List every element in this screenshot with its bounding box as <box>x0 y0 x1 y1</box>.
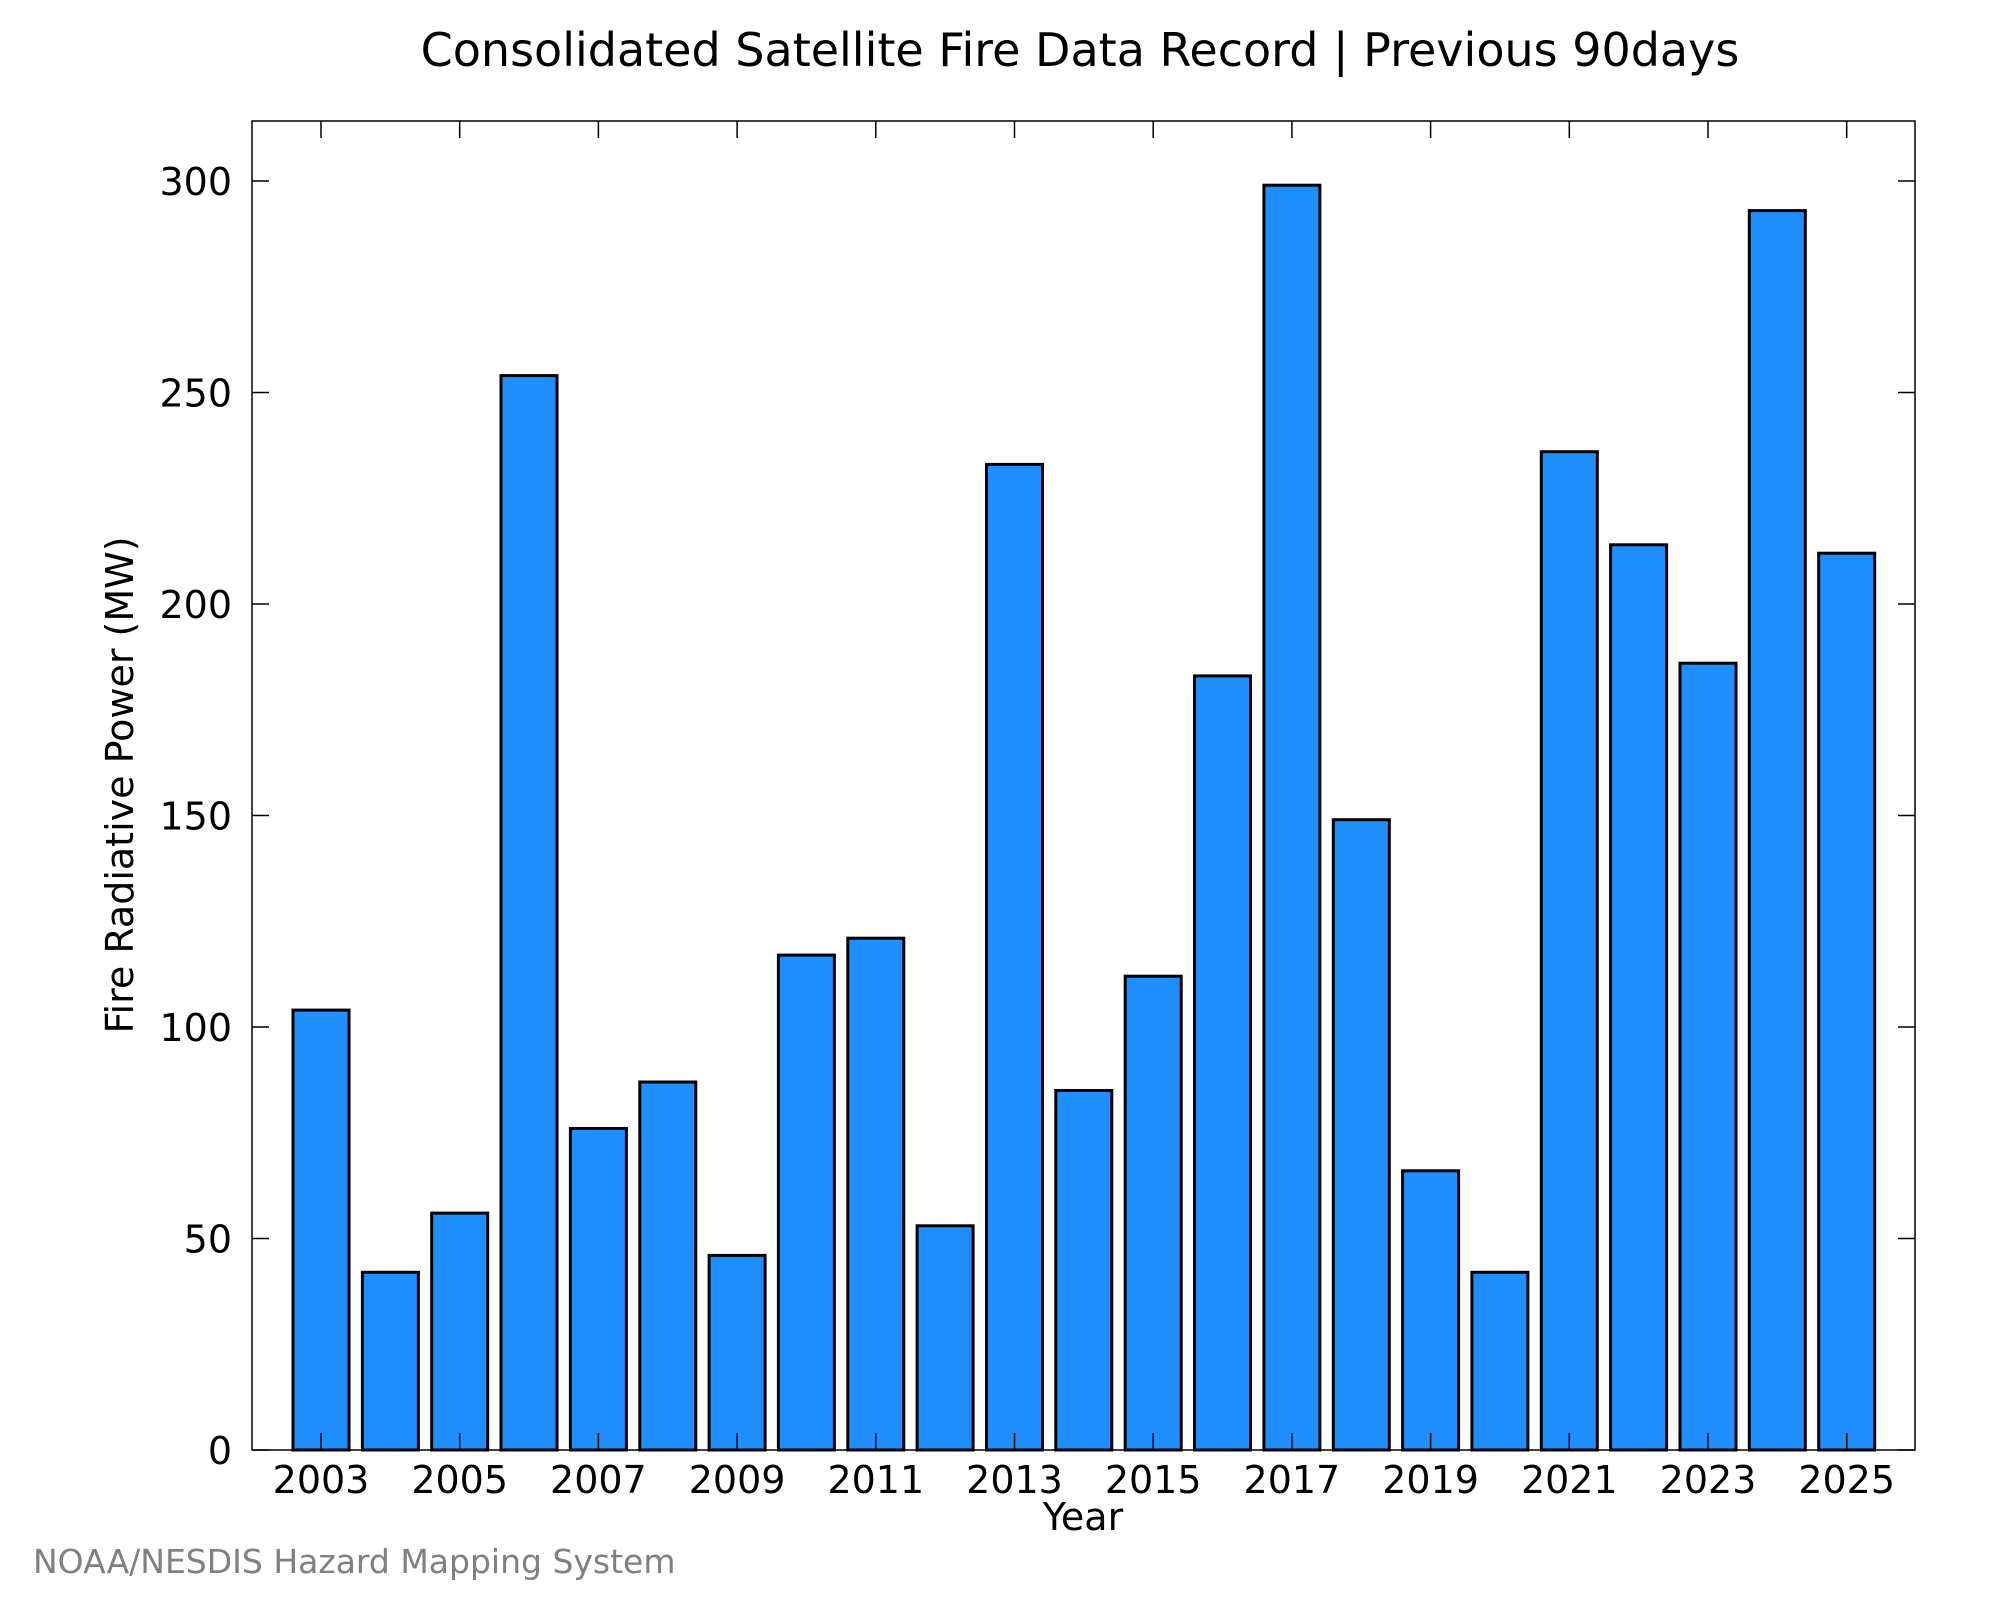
bar-2011 <box>846 936 906 1452</box>
bar-2021 <box>1539 450 1599 1452</box>
bar-2003 <box>291 1008 351 1452</box>
x-tick-label-2025: 2025 <box>1798 1458 1895 1502</box>
credit-text: NOAA/NESDIS Hazard Mapping System <box>33 1542 676 1581</box>
x-tick-label-2011: 2011 <box>827 1458 924 1502</box>
y-tick-label-150: 150 <box>159 795 232 839</box>
x-tick-label-2005: 2005 <box>411 1458 508 1502</box>
bar-2018 <box>1331 818 1391 1452</box>
plot-frame <box>251 120 1916 1451</box>
y-tick-labels: 0 50 100 150 200 250 300 <box>159 160 232 1473</box>
bar-2009 <box>707 1253 767 1452</box>
y-axis-label: Fire Radiative Power (MW) <box>98 536 142 1033</box>
bar-2022 <box>1609 543 1669 1452</box>
x-tick-label-2021: 2021 <box>1521 1458 1618 1502</box>
bar-2015 <box>1123 974 1183 1452</box>
y-tick-label-250: 250 <box>159 372 232 416</box>
bar-2023 <box>1678 661 1738 1452</box>
bar-2004 <box>360 1270 420 1452</box>
x-tick-label-2003: 2003 <box>273 1458 370 1502</box>
bar-2014 <box>1054 1089 1114 1452</box>
bar-2007 <box>568 1127 628 1452</box>
x-tick-labels: 2003 2005 2007 2009 2011 2013 2015 2017 2019 2021… <box>273 1458 1895 1502</box>
bar-2019 <box>1401 1169 1461 1452</box>
bar-2005 <box>430 1211 490 1452</box>
x-tick-label-2009: 2009 <box>689 1458 786 1502</box>
ticks-layer <box>252 121 1915 1451</box>
bar-2006 <box>499 374 559 1452</box>
x-tick-label-2015: 2015 <box>1105 1458 1202 1502</box>
y-tick-label-0: 0 <box>208 1429 232 1473</box>
chart-title: Consolidated Satellite Fire Data Record … <box>421 23 1740 78</box>
y-tick-label-200: 200 <box>159 583 232 627</box>
bars-layer <box>291 183 1877 1452</box>
x-tick-label-2019: 2019 <box>1382 1458 1479 1502</box>
bar-2025 <box>1817 551 1877 1452</box>
x-tick-label-2007: 2007 <box>550 1458 647 1502</box>
x-tick-label-2023: 2023 <box>1660 1458 1757 1502</box>
bar-2017 <box>1262 183 1322 1452</box>
y-tick-label-300: 300 <box>159 160 232 204</box>
bar-2010 <box>776 953 836 1452</box>
x-tick-label-2013: 2013 <box>966 1458 1063 1502</box>
y-tick-label-50: 50 <box>184 1218 232 1262</box>
bar-2020 <box>1470 1270 1530 1452</box>
x-tick-label-2017: 2017 <box>1244 1458 1341 1502</box>
bar-2024 <box>1747 209 1807 1452</box>
y-tick-label-100: 100 <box>159 1006 232 1050</box>
x-axis-label: Year <box>1042 1495 1124 1539</box>
bar-2008 <box>638 1080 698 1452</box>
bar-2016 <box>1193 674 1252 1452</box>
bar-2013 <box>985 462 1044 1452</box>
bar-2012 <box>915 1224 975 1452</box>
